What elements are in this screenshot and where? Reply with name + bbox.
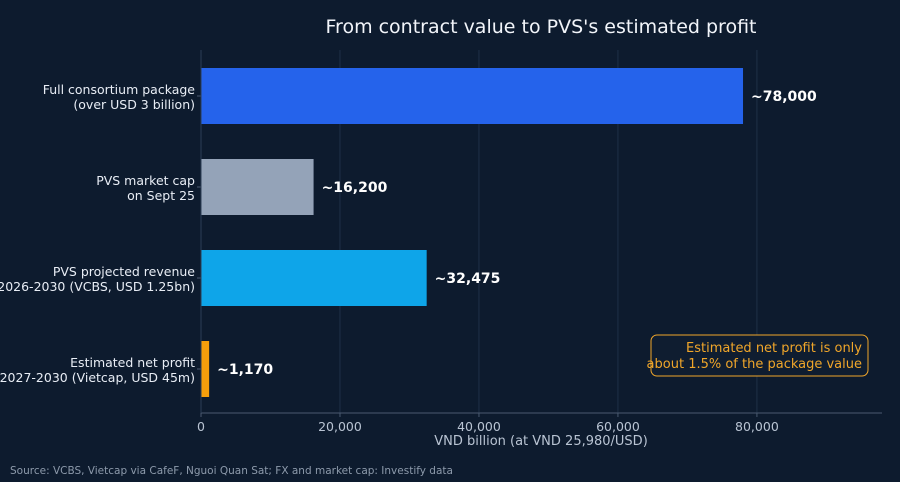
value-label: ~32,475: [435, 271, 501, 287]
bar: [201, 250, 427, 306]
bars: ~78,000 Full consortium package (over USD …: [0, 68, 817, 397]
category-label: Estimated net profit 2027-2030 (Vietcap, …: [0, 355, 195, 385]
value-label: ~1,170: [217, 362, 273, 378]
value-label: ~78,000: [751, 89, 817, 105]
annotation-frame: [650, 334, 869, 377]
source-note: Source: VCBS, Vietcap via CafeF, Nguoi Q…: [10, 465, 453, 477]
category-label: PVS market cap on Sept 25: [96, 173, 195, 203]
x-tick-label: 80,000: [735, 419, 779, 434]
value-label: ~16,200: [322, 180, 388, 196]
bar: [201, 68, 744, 124]
x-tick-label: 40,000: [457, 419, 501, 434]
x-axis: 0 20,000 40,000 60,000 80,000: [197, 50, 882, 434]
category-label: PVS projected revenue 2026-2030 (VCBS, US…: [0, 264, 195, 294]
annotation-box: Estimated net profit is only about 1.5% o…: [647, 334, 869, 377]
category-label: Full consortium package (over USD 3 billi…: [43, 82, 196, 112]
bar: [201, 159, 314, 215]
x-tick-label: 0: [197, 419, 205, 434]
chart-title: From contract value to PVS's estimated p…: [326, 16, 757, 38]
x-tick-label: 60,000: [596, 419, 640, 434]
annotation-text: Estimated net profit is only about 1.5% o…: [647, 341, 863, 372]
x-axis-title: VND billion (at VND 25,980/USD): [434, 434, 648, 449]
x-tick-label: 20,000: [318, 419, 362, 434]
bar: [201, 341, 210, 397]
